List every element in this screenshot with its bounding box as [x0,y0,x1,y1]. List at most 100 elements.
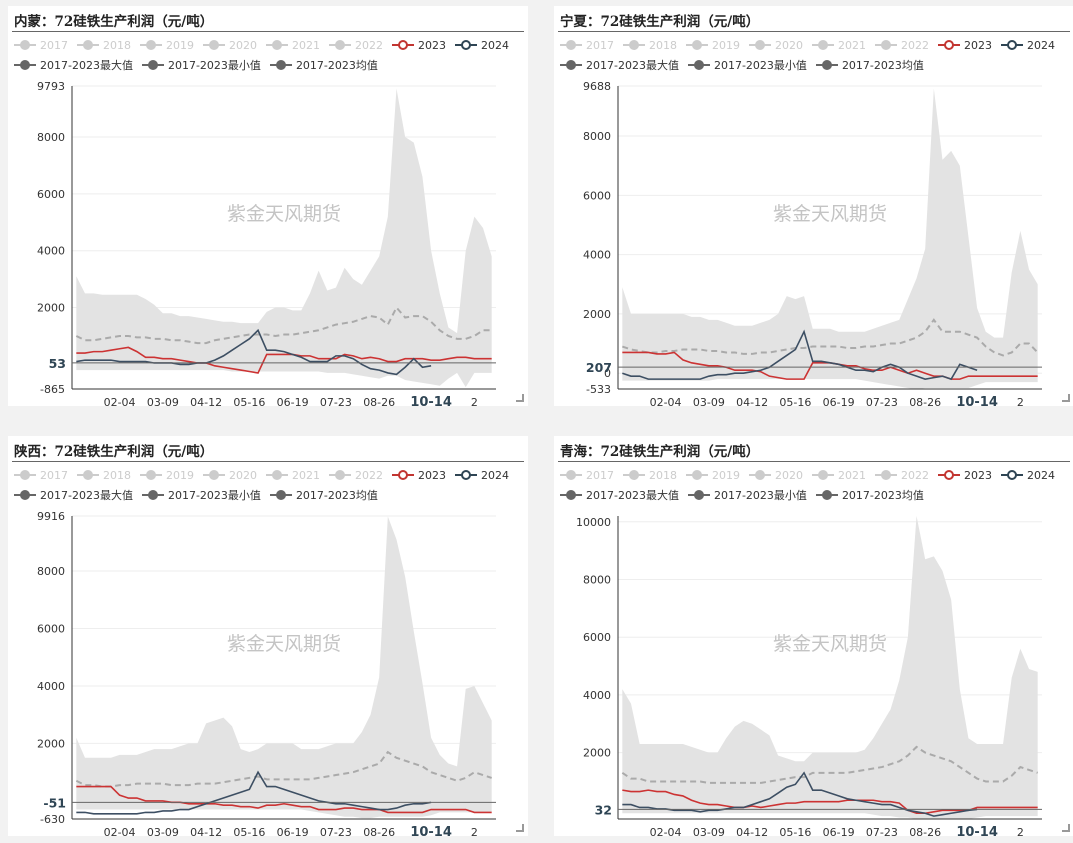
legend-row: 2017-2023最大值 2017-2023最小值 2017-2023均值 [14,485,524,505]
legend-item-2021[interactable]: 2021 [812,39,866,52]
title-divider [12,31,524,32]
legend-dot [692,470,702,480]
legend-label: 2019 [712,468,740,482]
chart-panel-ningxia: 宁夏：72硅铁生产利润（元/吨） 2017 2018 2019 2020 2021 2022… [554,6,1073,406]
legend-item-2019[interactable]: 2019 [140,469,194,482]
legend-marker-icon [686,470,708,480]
axis-pointer-label: 53 [49,356,66,371]
legend-label: 2023 [964,38,992,52]
legend-dot [693,60,704,70]
legend-item-2019[interactable]: 2019 [140,39,194,52]
legend-label: 2020 [229,468,257,482]
legend-item-2020[interactable]: 2020 [749,39,803,52]
legend-label: 2017-2023最小值 [713,59,807,72]
legend-dot [693,490,704,500]
legend-marker-icon [815,490,838,500]
legend-item-2017[interactable]: 2017 [560,469,614,482]
y-tick-label: 9793 [37,80,65,93]
legend-item-2019[interactable]: 2019 [686,469,740,482]
legend-item-2017-2023均值[interactable]: 2017-2023均值 [269,57,378,73]
legend-marker-icon [141,60,164,70]
max-min-band [622,516,1038,819]
legend-label: 2017 [586,38,614,52]
y-tick-label: 0 [604,367,611,380]
legend-label: 2020 [229,38,257,52]
legend-marker-icon [560,490,582,500]
legend-item-2022[interactable]: 2022 [329,39,383,52]
legend-item-2024[interactable]: 2024 [1001,469,1055,482]
legend-dot [147,60,158,70]
legend-item-2017-2023均值[interactable]: 2017-2023均值 [815,487,924,503]
chart-title: 青海：72硅铁生产利润（元/吨） [560,444,760,460]
legend-item-2022[interactable]: 2022 [329,469,383,482]
legend-item-2017[interactable]: 2017 [14,39,68,52]
resize-handle-icon[interactable] [1062,824,1070,832]
legend-item-2017-2023最大值[interactable]: 2017-2023最大值 [560,487,679,503]
legend-item-2017-2023均值[interactable]: 2017-2023均值 [269,487,378,503]
legend-item-2017-2023最大值[interactable]: 2017-2023最大值 [14,57,133,73]
legend-item-2018[interactable]: 2018 [77,469,131,482]
legend-item-2017-2023最小值[interactable]: 2017-2023最小值 [687,57,807,73]
x-tick-label: 08-26 [909,396,941,406]
legend-label: 2017 [40,468,68,482]
legend-label: 2019 [166,38,194,52]
legend-item-2024[interactable]: 2024 [455,469,509,482]
legend-item-2019[interactable]: 2019 [686,39,740,52]
legend-item-2020[interactable]: 2020 [203,39,257,52]
max-min-band [622,88,1038,390]
chart-panel-qinghai: 青海：72硅铁生产利润（元/吨） 2017 2018 2019 2020 2021 2022… [554,436,1073,836]
chart-legend: 2017 2018 2019 2020 2021 2022 2023 2024 2017-202… [14,465,524,505]
legend-label: 2023 [418,468,446,482]
legend-item-2017-2023最大值[interactable]: 2017-2023最大值 [560,57,679,73]
legend-item-2024[interactable]: 2024 [1001,39,1055,52]
legend-marker-icon [203,40,225,50]
max-min-band [76,516,492,819]
legend-item-2024[interactable]: 2024 [455,39,509,52]
legend-item-2020[interactable]: 2020 [749,469,803,482]
legend-item-2018[interactable]: 2018 [623,39,677,52]
legend-marker-icon [938,40,960,50]
legend-item-2022[interactable]: 2022 [875,39,929,52]
resize-handle-icon[interactable] [516,824,524,832]
resize-handle-icon[interactable] [1062,394,1070,402]
legend-item-2021[interactable]: 2021 [266,469,320,482]
legend-label: 2022 [901,38,929,52]
x-tick-label: 07-23 [866,826,898,836]
legend-item-2023[interactable]: 2023 [392,469,446,482]
series-2023 [76,785,492,814]
legend-row: 2017 2018 2019 2020 2021 2022 2023 2024 [14,465,524,485]
series-mean [75,305,492,345]
legend-item-2023[interactable]: 2023 [392,39,446,52]
legend-item-2017[interactable]: 2017 [14,469,68,482]
legend-marker-icon [77,40,99,50]
x-tick-label: 2 [1017,396,1024,406]
legend-dot [566,40,576,50]
legend-item-2017-2023最小值[interactable]: 2017-2023最小值 [141,57,261,73]
legend-item-2018[interactable]: 2018 [623,469,677,482]
x-tick-label: 08-26 [363,396,395,406]
legend-item-2017[interactable]: 2017 [560,39,614,52]
legend-item-2021[interactable]: 2021 [812,469,866,482]
series-mean [621,745,1038,784]
resize-handle-icon[interactable] [516,394,524,402]
legend-item-2021[interactable]: 2021 [266,39,320,52]
y-tick-label: 2000 [37,737,65,750]
legend-marker-icon [14,490,36,500]
legend-item-2017-2023最小值[interactable]: 2017-2023最小值 [141,487,261,503]
legend-row: 2017 2018 2019 2020 2021 2022 2023 2024 [560,35,1070,55]
legend-item-2023[interactable]: 2023 [938,469,992,482]
legend-item-2020[interactable]: 2020 [203,469,257,482]
legend-label: 2020 [775,468,803,482]
legend-item-2017-2023均值[interactable]: 2017-2023均值 [815,57,924,73]
legend-item-2017-2023最小值[interactable]: 2017-2023最小值 [687,487,807,503]
legend-item-2018[interactable]: 2018 [77,39,131,52]
legend-dot [461,40,471,50]
watermark: 紫金天风期货 [773,203,887,225]
legend-item-2023[interactable]: 2023 [938,39,992,52]
legend-item-2017-2023最大值[interactable]: 2017-2023最大值 [14,487,133,503]
chart-title: 宁夏：72硅铁生产利润（元/吨） [560,14,760,30]
x-tick-label: 03-09 [693,396,725,406]
legend-item-2022[interactable]: 2022 [875,469,929,482]
chart-title: 陕西：72硅铁生产利润（元/吨） [14,444,214,460]
legend-row: 2017 2018 2019 2020 2021 2022 2023 2024 [14,35,524,55]
